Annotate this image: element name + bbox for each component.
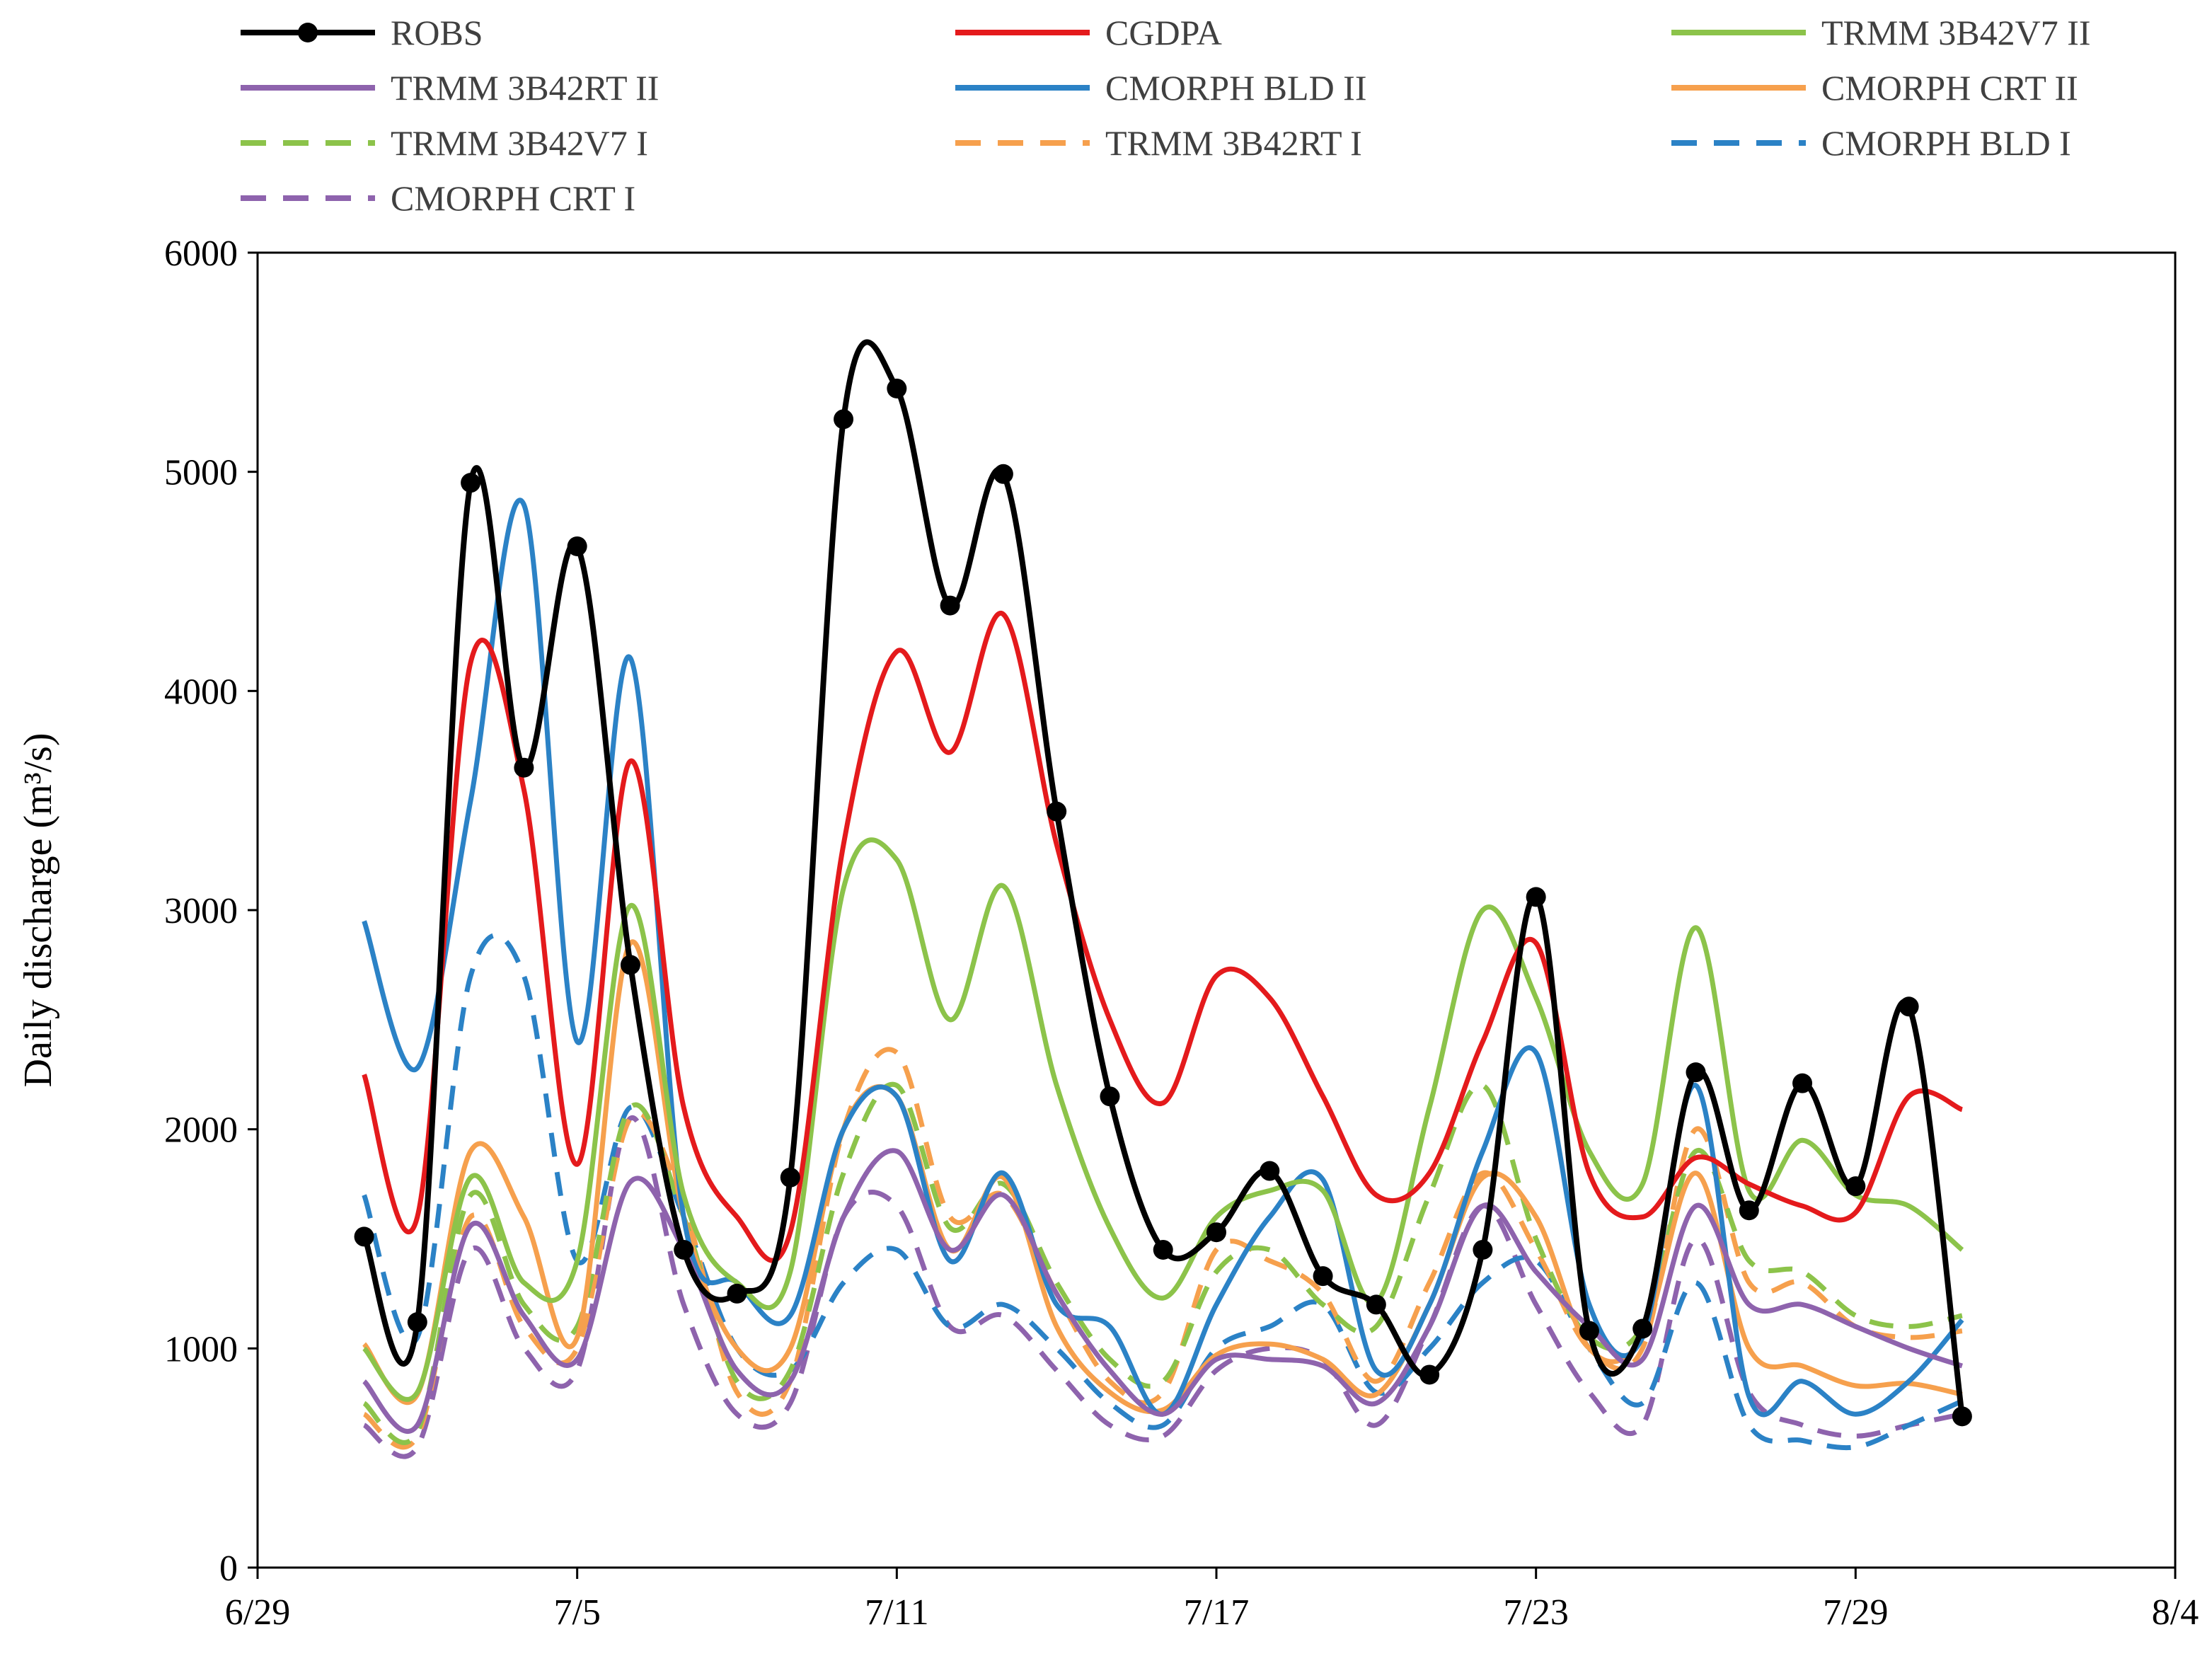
y-tick-label: 4000: [164, 672, 238, 712]
legend-marker: [298, 23, 318, 42]
series-trmm-3b42v7-ii: [362, 837, 1964, 1402]
data-point-robs: [1047, 801, 1067, 822]
x-tick-label: 6/29: [225, 1592, 290, 1633]
legend-entry-robs: ROBS: [241, 13, 483, 52]
series-line-trmm-3b42rt-ii: [362, 1148, 1963, 1434]
data-point-robs: [461, 473, 481, 493]
x-tick-label: 7/29: [1823, 1592, 1888, 1633]
legend-entry-cmorph-crt-ii: CMORPH CRT II: [1671, 68, 2078, 108]
data-point-robs: [674, 1239, 694, 1260]
legend-entry-trmm-3b42v7-ii: TRMM 3B42V7 II: [1671, 13, 2091, 52]
series-trmm-3b42rt-ii: [362, 1148, 1963, 1434]
y-tick-label: 3000: [164, 891, 238, 931]
data-point-robs: [1686, 1062, 1706, 1083]
series-line-trmm-3b42rt-i: [362, 1047, 1963, 1450]
data-point-robs: [354, 1226, 374, 1247]
series-trmm-3b42rt-i: [362, 1047, 1963, 1450]
y-tick-label: 2000: [164, 1110, 238, 1151]
legend-entry-cmorph-bld-ii: CMORPH BLD II: [955, 68, 1366, 108]
legend-label: CGDPA: [1105, 13, 1222, 52]
legend-entry-trmm-3b42rt-ii: TRMM 3B42RT II: [241, 68, 659, 108]
data-point-robs: [567, 536, 587, 556]
data-point-robs: [887, 378, 907, 398]
series-trmm-3b42v7-i: [362, 1081, 1963, 1445]
data-point-robs: [1845, 1176, 1866, 1197]
x-tick-label: 7/17: [1184, 1592, 1249, 1633]
data-point-robs: [1739, 1200, 1759, 1221]
data-point-robs: [1899, 996, 1919, 1017]
data-point-robs: [1952, 1406, 1972, 1427]
series-robs: [354, 339, 1972, 1427]
data-point-robs: [1366, 1294, 1386, 1315]
data-point-robs: [1153, 1239, 1173, 1260]
series-line-cmorph-crt-ii: [362, 939, 1963, 1415]
x-tick-label: 7/11: [865, 1592, 929, 1633]
legend-label: CMORPH BLD II: [1105, 68, 1366, 108]
series-layer: [354, 339, 1972, 1459]
series-line-cgdpa: [362, 610, 1964, 1263]
legend-label: TRMM 3B42V7 II: [1821, 13, 2091, 52]
data-point-robs: [727, 1283, 747, 1304]
data-point-robs: [407, 1312, 427, 1333]
y-tick-label: 5000: [164, 453, 238, 493]
y-tick-label: 0: [219, 1548, 238, 1589]
x-tick-label: 7/5: [553, 1592, 600, 1633]
series-line-cmorph-bld-i: [362, 933, 1964, 1451]
legend-label: CMORPH BLD I: [1821, 123, 2071, 163]
data-point-robs: [620, 955, 640, 975]
series-cmorph-bld-i: [362, 933, 1964, 1451]
series-line-trmm-3b42v7-i: [362, 1081, 1963, 1445]
data-point-robs: [1313, 1266, 1333, 1287]
legend-entry-cmorph-bld-i: CMORPH BLD I: [1671, 123, 2071, 163]
data-point-robs: [1419, 1364, 1440, 1385]
series-cmorph-crt-i: [362, 1115, 1963, 1459]
series-cmorph-crt-ii: [362, 939, 1963, 1415]
y-axis-title: Daily discharge (m³/s): [16, 733, 60, 1088]
data-point-robs: [993, 464, 1013, 484]
data-point-robs: [514, 757, 534, 778]
legend-label: ROBS: [391, 13, 483, 52]
data-point-robs: [940, 595, 960, 616]
data-point-robs: [1100, 1086, 1120, 1107]
series-cgdpa: [362, 610, 1964, 1263]
y-tick-label: 6000: [164, 234, 238, 274]
data-point-robs: [1526, 887, 1546, 907]
legend-label: TRMM 3B42RT II: [391, 68, 659, 108]
data-point-robs: [1260, 1161, 1280, 1181]
data-point-robs: [1473, 1239, 1493, 1260]
legend-label: CMORPH CRT II: [1821, 68, 2078, 108]
legend: ROBS CGDPA TRMM 3B42V7 II TRMM 3B42RT II CMO…: [241, 13, 2091, 218]
data-point-robs: [834, 409, 854, 430]
axes: 0 1000 2000 3000 4000 5000 6000 6/29 7/5 7/11 7/17…: [164, 234, 2199, 1633]
legend-entry-trmm-3b42rt-i: TRMM 3B42RT I: [955, 123, 1362, 163]
x-tick-label: 7/23: [1503, 1592, 1568, 1633]
series-line-trmm-3b42v7-ii: [362, 837, 1964, 1402]
data-point-robs: [1792, 1073, 1813, 1093]
legend-label: TRMM 3B42V7 I: [391, 123, 648, 163]
data-point-robs: [780, 1167, 800, 1188]
legend-label: TRMM 3B42RT I: [1105, 123, 1362, 163]
data-point-robs: [1579, 1321, 1599, 1341]
legend-entry-cgdpa: CGDPA: [955, 13, 1222, 52]
series-line-robs: [361, 339, 1965, 1417]
legend-label: CMORPH CRT I: [391, 178, 635, 218]
legend-entry-trmm-3b42v7-i: TRMM 3B42V7 I: [241, 123, 648, 163]
legend-entry-cmorph-crt-i: CMORPH CRT I: [241, 178, 635, 218]
y-tick-label: 1000: [164, 1329, 238, 1369]
data-point-robs: [1632, 1318, 1653, 1339]
series-line-cmorph-crt-i: [362, 1115, 1963, 1459]
x-tick-label: 8/4: [2152, 1592, 2199, 1633]
data-point-robs: [1206, 1222, 1226, 1243]
